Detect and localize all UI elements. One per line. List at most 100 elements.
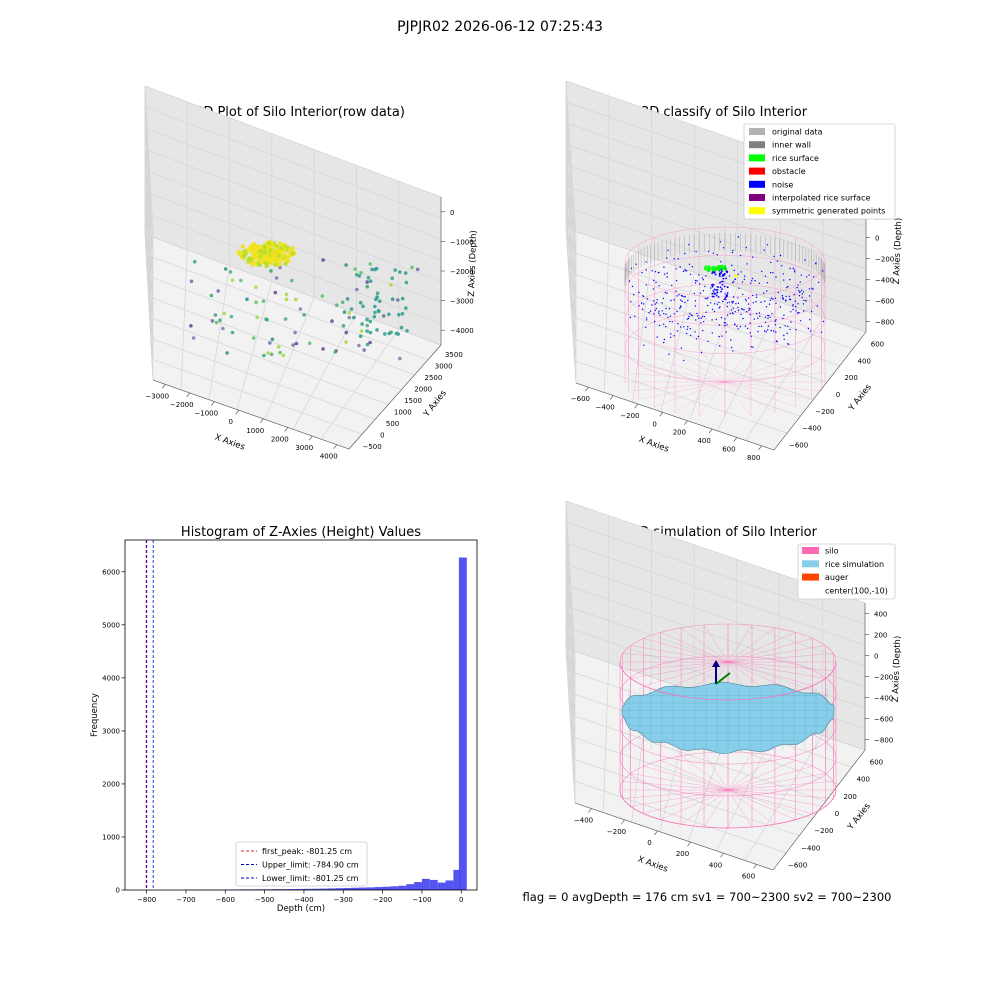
legend: first_peak: -801.25 cm Upper_limit: -784.… bbox=[235, 841, 368, 887]
hist-bar bbox=[343, 887, 352, 890]
legend-frame bbox=[797, 543, 896, 600]
noise-point bbox=[695, 319, 697, 321]
data-point bbox=[302, 313, 306, 317]
noise-point bbox=[719, 345, 721, 347]
data-point bbox=[358, 300, 363, 305]
noise-point bbox=[658, 285, 660, 287]
hist-bar bbox=[296, 888, 304, 890]
hist-bar bbox=[303, 888, 312, 890]
noise-point bbox=[699, 283, 701, 285]
x-tick-label: 400 bbox=[709, 861, 722, 869]
noise-point bbox=[763, 249, 765, 251]
noise-point bbox=[730, 309, 733, 311]
noise-point bbox=[726, 292, 729, 294]
noise-point bbox=[635, 263, 637, 265]
noise-point bbox=[680, 347, 683, 349]
data-point bbox=[374, 266, 379, 271]
hist-bar bbox=[351, 887, 360, 890]
data-point bbox=[266, 245, 271, 250]
noise-point bbox=[732, 249, 734, 252]
noise-point bbox=[705, 311, 707, 313]
noise-point bbox=[712, 290, 715, 292]
x-axis-label: X Axies bbox=[637, 435, 670, 455]
noise-point bbox=[755, 296, 758, 298]
grid-line bbox=[144, 149, 442, 261]
rice-surface-point bbox=[723, 265, 727, 268]
legend-swatch bbox=[749, 207, 765, 215]
data-point bbox=[398, 356, 402, 361]
x-axis-label: Depth (cm) bbox=[277, 904, 325, 914]
noise-point bbox=[656, 299, 658, 301]
noise-point bbox=[656, 336, 658, 338]
data-point bbox=[189, 279, 194, 284]
noise-point bbox=[684, 269, 686, 271]
data-point bbox=[394, 331, 399, 336]
x-axis-line bbox=[152, 379, 350, 450]
y-axis-line bbox=[772, 749, 866, 871]
noise-point bbox=[749, 322, 751, 324]
noise-point bbox=[670, 336, 672, 338]
panel-title: 3D Plot of Silo Interior(row data) bbox=[195, 105, 405, 120]
tick-mark bbox=[687, 841, 691, 847]
noise-point bbox=[640, 302, 643, 304]
noise-point bbox=[787, 285, 789, 288]
y-axis-line bbox=[773, 331, 867, 451]
x-tick-label: −400 bbox=[596, 404, 615, 412]
noise-point bbox=[657, 312, 660, 314]
y-tick-label: 3500 bbox=[445, 351, 463, 359]
silo-roof-line bbox=[727, 638, 813, 663]
x-tick-label: 0 bbox=[647, 839, 651, 847]
z-axis-label: Z Axies (Depth) bbox=[892, 218, 904, 285]
noise-point bbox=[719, 275, 721, 277]
noise-point bbox=[663, 273, 666, 275]
legend-swatch bbox=[802, 560, 819, 568]
x-tick-label: −200 bbox=[620, 412, 639, 420]
grid-line bbox=[660, 272, 695, 412]
data-point bbox=[270, 337, 275, 342]
data-point bbox=[353, 267, 357, 271]
noise-point bbox=[716, 289, 719, 291]
grid-line bbox=[180, 249, 188, 390]
noise-point bbox=[722, 280, 724, 283]
noise-point bbox=[788, 295, 791, 297]
noise-point bbox=[787, 325, 789, 328]
data-point bbox=[270, 252, 275, 257]
noise-point bbox=[700, 351, 703, 354]
noise-point bbox=[675, 268, 677, 270]
noise-point bbox=[726, 270, 728, 273]
x-tick-label: −400 bbox=[294, 896, 313, 904]
legend-swatch bbox=[802, 547, 819, 554]
data-point bbox=[258, 244, 263, 250]
z-tick-label: −200 bbox=[875, 256, 894, 264]
data-point bbox=[358, 334, 363, 339]
data-point bbox=[298, 307, 303, 311]
noise-point bbox=[772, 330, 775, 332]
grid-line bbox=[148, 296, 402, 390]
data-point bbox=[284, 292, 289, 297]
x-tick-label: 3000 bbox=[295, 444, 313, 452]
data-point bbox=[330, 319, 334, 323]
noise-point bbox=[682, 270, 685, 273]
noise-point bbox=[725, 277, 727, 280]
noise-point bbox=[712, 284, 715, 286]
tick-mark bbox=[733, 437, 738, 442]
data-point bbox=[399, 325, 404, 330]
noise-point bbox=[695, 338, 698, 340]
noise-point bbox=[698, 317, 700, 319]
silo-roof-line bbox=[727, 653, 834, 663]
noise-point bbox=[718, 307, 720, 309]
noise-point bbox=[760, 325, 763, 327]
noise-point bbox=[742, 293, 744, 296]
noise-point bbox=[726, 324, 728, 326]
tick-mark bbox=[309, 435, 313, 441]
hist-bar bbox=[366, 887, 375, 890]
noise-point bbox=[676, 310, 678, 313]
noise-point bbox=[782, 317, 784, 320]
data-point bbox=[262, 353, 266, 358]
panel-simulation: 3D simulation of Silo Interior −400 −200 0… bbox=[565, 500, 903, 880]
noise-point bbox=[799, 320, 802, 322]
noise-point bbox=[681, 300, 683, 303]
noise-point bbox=[786, 286, 788, 289]
x-tick-label: −700 bbox=[176, 896, 195, 904]
noise-point bbox=[711, 285, 714, 288]
